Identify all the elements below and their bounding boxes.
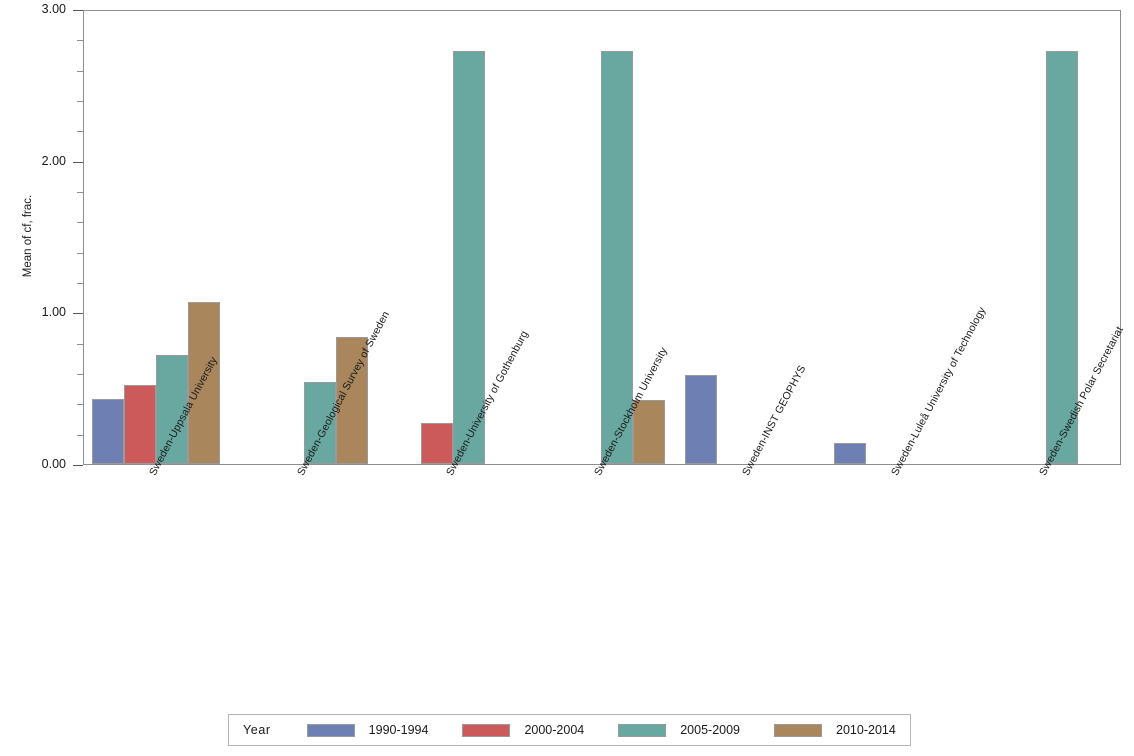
legend-item[interactable]: 2000-2004 <box>462 723 584 737</box>
y-tick-minor <box>77 40 83 42</box>
bar-group <box>92 11 221 464</box>
y-tick-label: 2.00 <box>41 153 66 168</box>
bar[interactable] <box>1045 51 1078 464</box>
bar-group <box>389 11 517 464</box>
bar[interactable] <box>304 382 337 464</box>
bar-group <box>537 11 665 464</box>
bar-group <box>240 11 369 464</box>
y-tick-label: 3.00 <box>41 2 66 16</box>
legend-label: 2005-2009 <box>680 723 741 737</box>
bar-group <box>982 11 1110 464</box>
y-tick-label: 1.00 <box>41 305 66 320</box>
bar[interactable] <box>685 374 718 464</box>
legend-title: Year <box>243 723 271 737</box>
legend-label: 2000-2004 <box>524 723 585 737</box>
y-tick-minor <box>77 131 83 133</box>
bars-layer <box>84 11 1120 464</box>
bar[interactable] <box>188 301 221 464</box>
y-tick-label: 0.00 <box>41 457 66 471</box>
y-tick-minor <box>77 252 83 254</box>
y-tick-minor <box>77 283 83 284</box>
bar[interactable] <box>420 423 453 464</box>
legend: Year 1990-1994 2000-2004 2005-2009 2010-201… <box>228 714 911 746</box>
bar[interactable] <box>601 51 633 464</box>
legend-swatch <box>306 723 355 737</box>
y-tick-major <box>73 465 83 466</box>
y-tick-minor <box>77 374 83 375</box>
bar[interactable] <box>336 336 369 464</box>
bar-group <box>685 11 813 464</box>
y-tick-minor <box>77 222 83 224</box>
bar[interactable] <box>156 354 189 464</box>
legend-items: 1990-1994 2000-2004 2005-2009 2010-2014 <box>306 723 896 737</box>
legend-item[interactable]: 2005-2009 <box>618 723 740 737</box>
legend-swatch <box>462 723 511 737</box>
legend-label: 2010-2014 <box>836 723 896 737</box>
legend-swatch <box>618 723 667 737</box>
legend-item[interactable]: 1990-1994 <box>306 723 429 737</box>
legend-label: 1990-1994 <box>368 723 429 737</box>
legend-item[interactable]: 2010-2014 <box>774 723 896 737</box>
y-tick-major <box>73 313 83 315</box>
bar[interactable] <box>833 442 866 464</box>
bar[interactable] <box>633 400 665 464</box>
y-tick-major <box>73 10 83 11</box>
y-tick-minor <box>77 70 83 72</box>
bar[interactable] <box>452 51 485 464</box>
y-tick-major <box>73 161 83 163</box>
legend-swatch <box>774 723 823 737</box>
y-axis-title: Mean of cf, frac. <box>22 194 34 278</box>
y-tick-minor <box>77 343 83 345</box>
bar[interactable] <box>92 398 125 464</box>
bar[interactable] <box>124 385 157 464</box>
bar-group <box>833 11 962 464</box>
plot-area <box>83 10 1121 465</box>
y-tick-minor <box>77 434 83 436</box>
y-tick-minor <box>77 404 83 406</box>
y-tick-minor <box>77 192 83 193</box>
y-tick-minor <box>77 101 83 102</box>
